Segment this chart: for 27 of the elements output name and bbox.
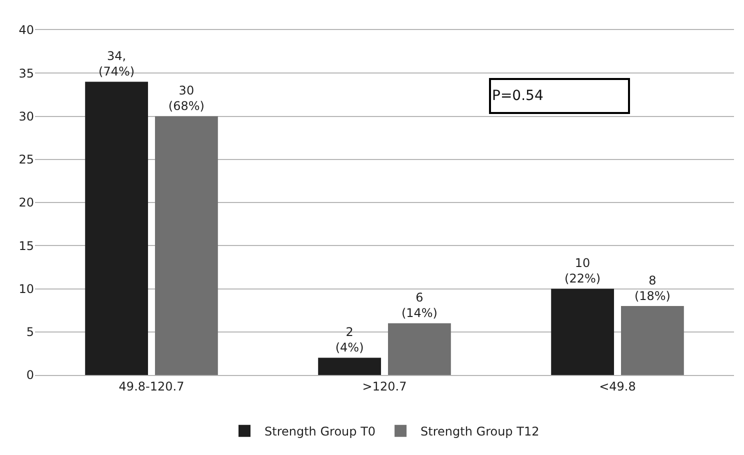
bar <box>551 288 614 375</box>
annotation: P=0.54 <box>492 88 544 104</box>
data-label: 10 (22%) <box>564 256 601 286</box>
y-tick-label: 30 <box>18 109 34 124</box>
x-tick-label: >120.7 <box>362 380 407 394</box>
y-tick-label: 25 <box>18 152 34 167</box>
bar <box>154 116 218 375</box>
data-label: 2 (4%) <box>335 325 364 355</box>
data-label: 8 (18%) <box>634 273 670 303</box>
data-label: 34, (74%) <box>98 49 135 79</box>
legend-label: Strength Group T12 <box>420 424 540 439</box>
legend-label: Strength Group T0 <box>264 424 376 439</box>
y-tick-label: 40 <box>18 23 34 38</box>
y-tick-label: 10 <box>18 282 34 296</box>
bar <box>388 323 451 375</box>
bar <box>318 358 382 375</box>
y-tick-label: 20 <box>18 196 34 210</box>
x-tick-label: <49.8 <box>599 380 636 394</box>
bar <box>621 306 684 375</box>
bar <box>85 82 148 375</box>
x-tick-label: 49.8-120.7 <box>118 380 184 394</box>
data-label: 30 (68%) <box>168 84 204 114</box>
y-tick-label: 15 <box>18 238 34 253</box>
y-tick-label: 5 <box>26 325 34 340</box>
y-tick-label: 35 <box>18 66 34 80</box>
data-label: 6 (14%) <box>401 290 438 320</box>
y-tick-label: 0 <box>26 368 34 382</box>
